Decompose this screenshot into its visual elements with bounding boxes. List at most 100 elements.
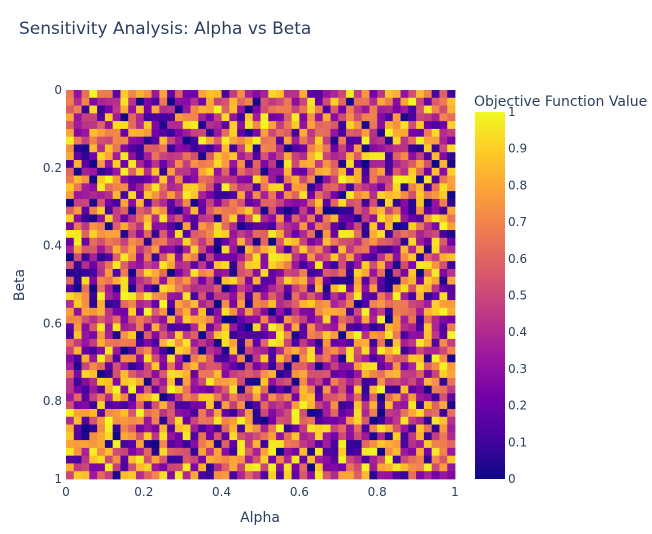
heatmap-cell [120, 245, 129, 254]
heatmap-cell [307, 408, 316, 418]
heatmap-cell [314, 268, 324, 278]
heatmap-cell [229, 331, 238, 340]
heatmap-cell [439, 362, 448, 371]
x-tick-label: 0.2 [134, 485, 153, 499]
heatmap-cell [439, 377, 448, 387]
heatmap-cell [330, 377, 339, 387]
heatmap-cell [182, 113, 191, 122]
heatmap-cell [81, 160, 90, 169]
heatmap-cell [206, 408, 215, 418]
heatmap-cell [190, 183, 199, 192]
heatmap-cell [221, 393, 230, 402]
heatmap-cell [81, 222, 90, 231]
heatmap-cell [260, 323, 269, 332]
heatmap-cell [73, 401, 82, 410]
heatmap-cell [73, 377, 82, 387]
heatmap-cell [198, 121, 207, 130]
heatmap-cell [338, 276, 347, 285]
heatmap-cell [104, 175, 114, 184]
heatmap-cell [229, 90, 238, 99]
heatmap-cell [392, 362, 401, 371]
heatmap-cell [167, 90, 176, 99]
heatmap-cell [268, 455, 277, 464]
heatmap-cell [377, 245, 386, 254]
heatmap-cell [416, 440, 425, 449]
heatmap-cell [237, 307, 246, 317]
heatmap-cell [299, 261, 308, 270]
heatmap-cell [283, 175, 293, 184]
heatmap-cell [369, 377, 378, 387]
heatmap-cell [97, 253, 106, 262]
heatmap-cell [206, 455, 215, 464]
heatmap-cell [276, 292, 285, 301]
heatmap-cell [346, 253, 355, 262]
heatmap-cell [384, 128, 394, 138]
heatmap-cell [151, 128, 160, 138]
heatmap-cell [416, 408, 425, 418]
heatmap-cell [229, 214, 238, 223]
heatmap-cell [291, 292, 300, 301]
heatmap-cell [314, 253, 324, 262]
heatmap-cell [136, 385, 145, 394]
heatmap-cell [431, 370, 440, 379]
heatmap-cell [400, 128, 409, 138]
heatmap-cell [400, 237, 409, 246]
heatmap-cell [252, 331, 261, 340]
heatmap-cell [252, 455, 261, 464]
heatmap-cell [252, 307, 261, 317]
heatmap-cell [353, 471, 363, 480]
heatmap-cell [198, 191, 207, 200]
heatmap-cell [322, 128, 331, 138]
heatmap-cell [174, 261, 184, 270]
heatmap-cell [128, 471, 137, 480]
heatmap-cell [268, 471, 277, 480]
heatmap-cell [104, 424, 114, 433]
heatmap-cell [314, 408, 324, 418]
heatmap-cell [299, 424, 308, 433]
heatmap-cell [346, 128, 355, 138]
heatmap-cell [377, 292, 386, 301]
heatmap-cell [66, 354, 75, 363]
heatmap-cell [361, 183, 370, 192]
heatmap-cell [369, 315, 378, 324]
heatmap-cell [206, 463, 215, 472]
heatmap-cell [151, 136, 160, 145]
heatmap-cell [439, 315, 448, 324]
heatmap-cell [252, 253, 261, 262]
heatmap-cell [136, 447, 145, 457]
heatmap-cell [338, 167, 347, 176]
heatmap-cell [392, 175, 401, 184]
heatmap-cell [299, 440, 308, 449]
heatmap-cell [338, 237, 347, 246]
heatmap-cell [229, 237, 238, 246]
heatmap-cell [423, 331, 433, 340]
heatmap-cell [307, 323, 316, 332]
heatmap-cell [283, 105, 293, 114]
heatmap-cell [268, 416, 277, 425]
heatmap-cell [213, 408, 222, 418]
heatmap-cell [392, 323, 401, 332]
heatmap-cell [260, 346, 269, 355]
heatmap-cell [237, 144, 246, 153]
heatmap-cell [268, 315, 277, 324]
heatmap-cell [151, 276, 160, 285]
heatmap-cell [229, 268, 238, 278]
heatmap-cell [299, 105, 308, 114]
heatmap-cell [229, 97, 238, 106]
heatmap-cell [416, 191, 425, 200]
heatmap-cell [206, 471, 215, 480]
heatmap-cell [361, 362, 370, 371]
heatmap-cell [283, 253, 293, 262]
heatmap-cell [104, 167, 114, 176]
heatmap-cell [190, 315, 199, 324]
heatmap-cell [81, 198, 90, 208]
heatmap-cell [120, 237, 129, 246]
heatmap-cell [182, 393, 191, 402]
heatmap-cell [314, 432, 324, 441]
heatmap-cell [283, 432, 293, 441]
heatmap-cell [361, 346, 370, 355]
heatmap-cell [416, 276, 425, 285]
heatmap-cell [104, 253, 114, 262]
heatmap-cell [299, 354, 308, 363]
heatmap-cell [431, 338, 440, 348]
